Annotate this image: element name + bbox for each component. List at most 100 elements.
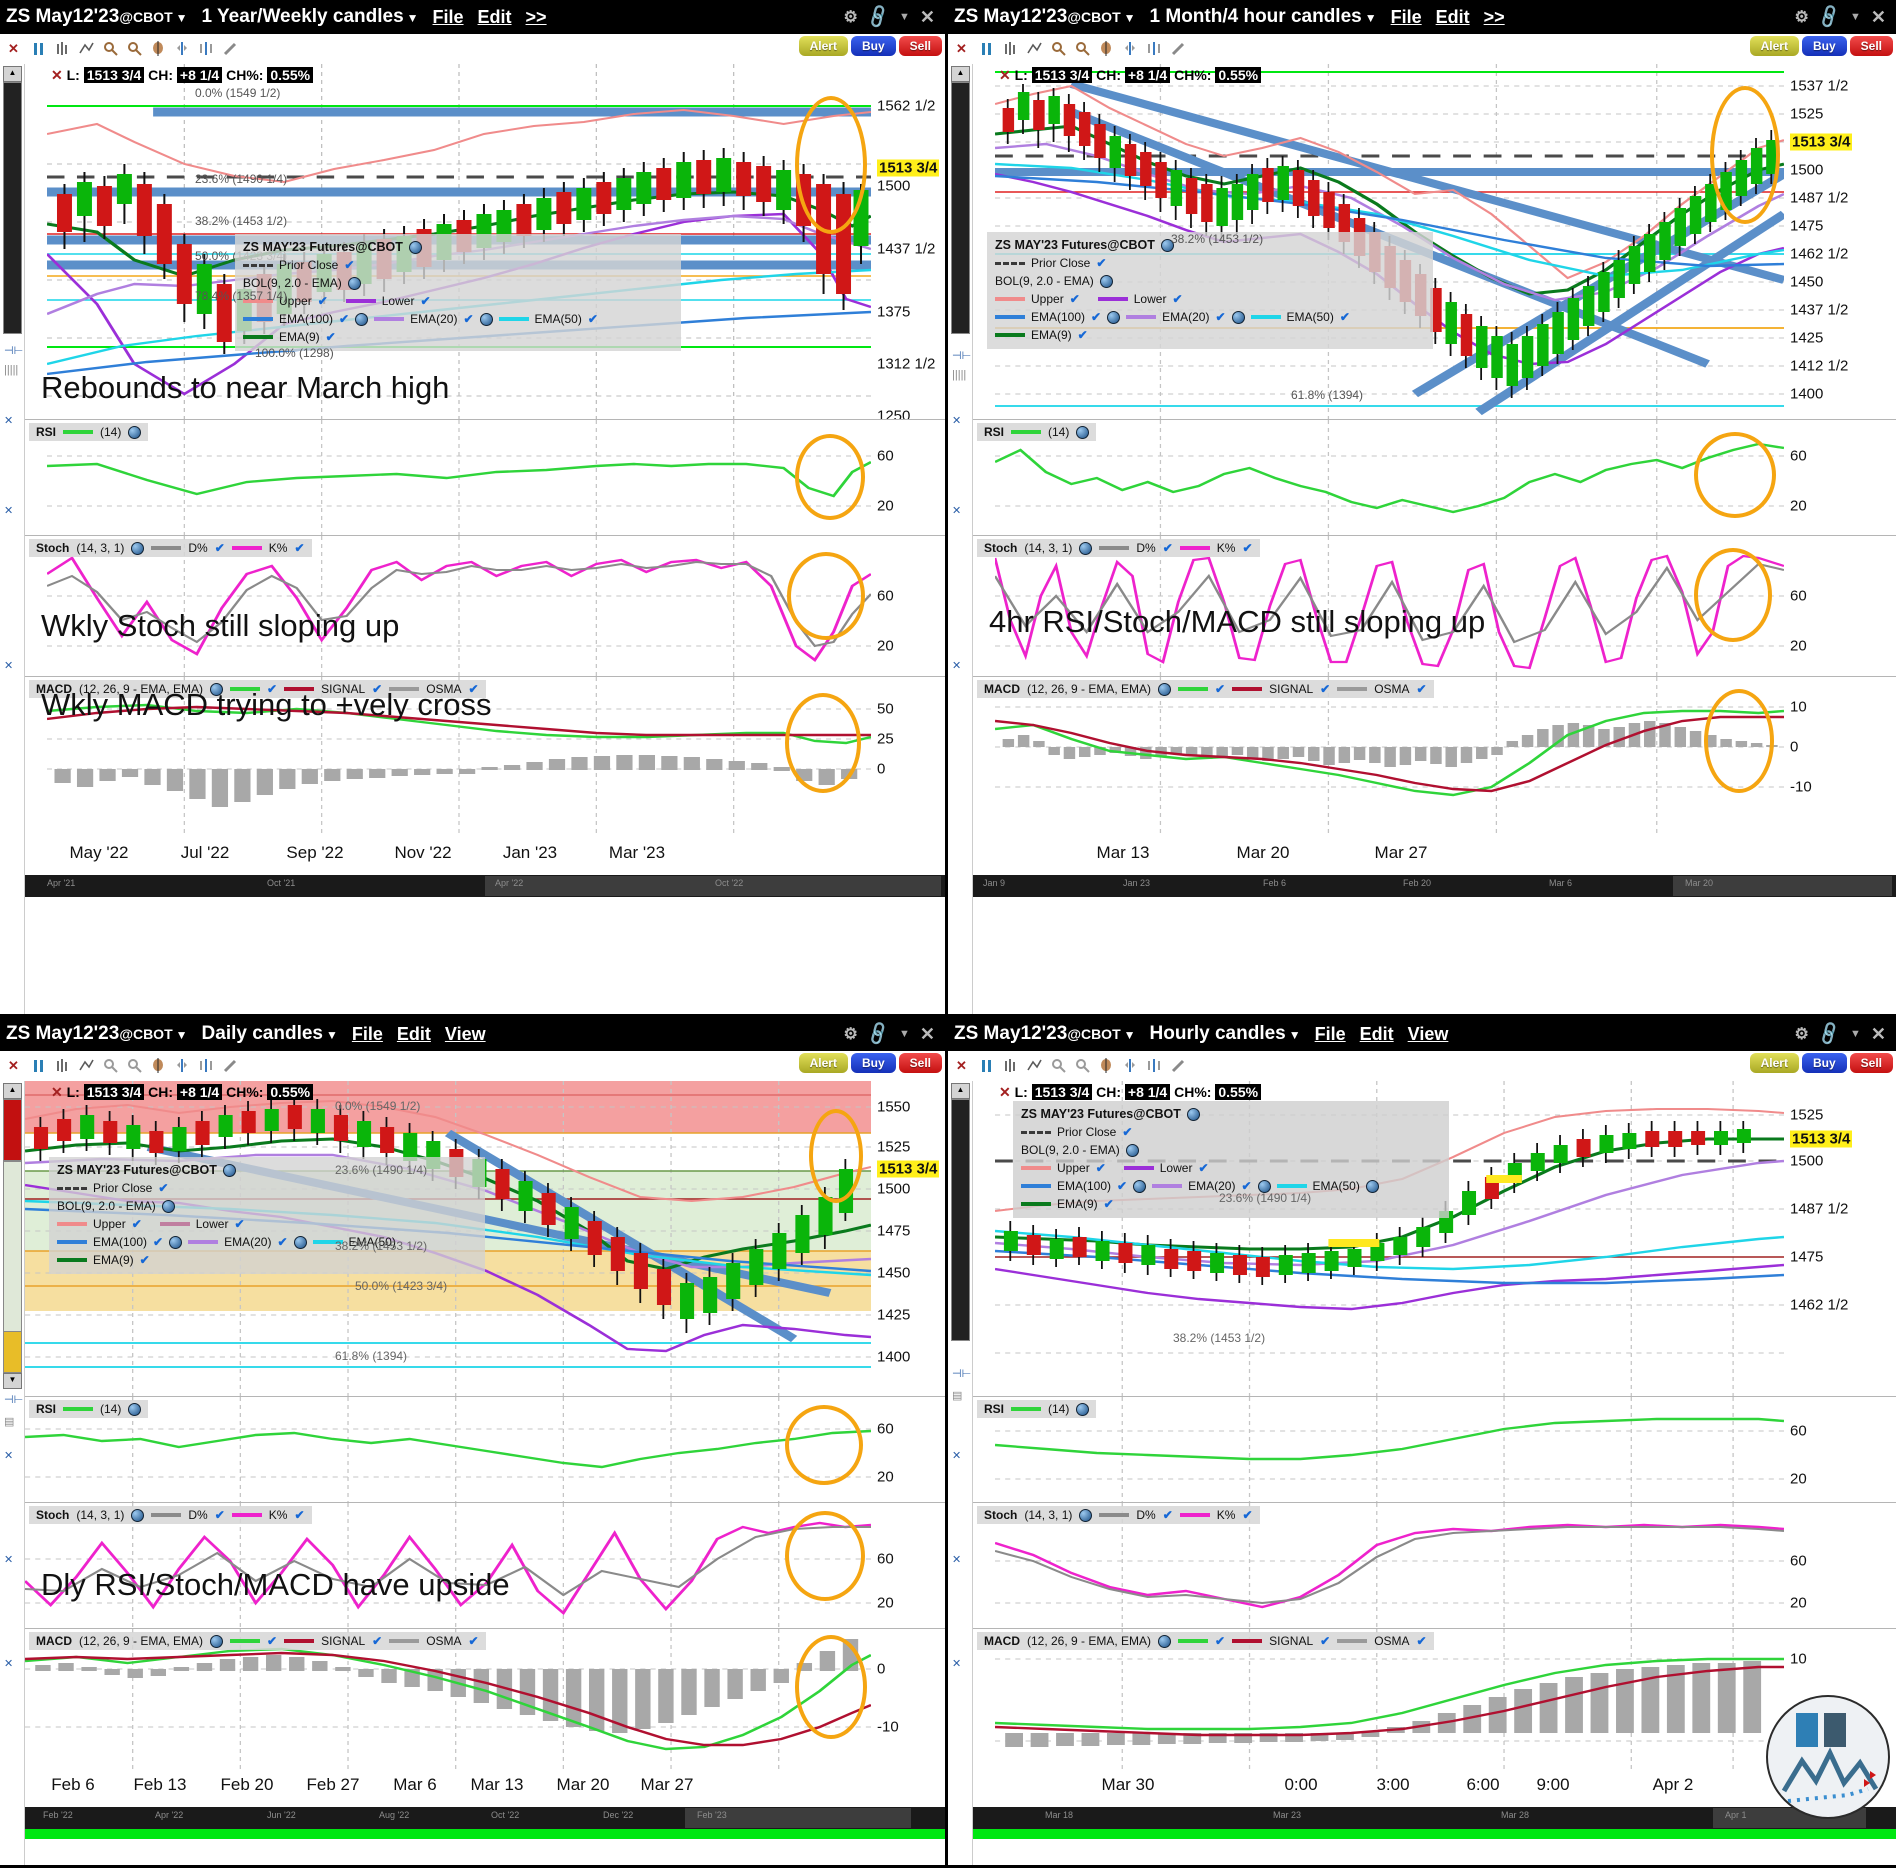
close-icon[interactable]: ✕: [999, 67, 1011, 83]
vertical-scroll-thumb[interactable]: [951, 82, 970, 334]
menu-edit[interactable]: Edit: [1359, 1023, 1394, 1044]
link-icon[interactable]: 🔗: [864, 3, 893, 31]
delete-icon[interactable]: ✕: [4, 1554, 14, 1566]
pencil-icon[interactable]: [1171, 1058, 1186, 1074]
price-legend[interactable]: ZS MAY'23 Futures@CBOT Prior Close ✔ BOL…: [49, 1157, 485, 1274]
scroll-up-button[interactable]: ▲: [951, 66, 970, 82]
stoch-k-checkbox[interactable]: ✔: [1242, 1508, 1253, 1522]
alert-button[interactable]: Alert: [1749, 36, 1799, 56]
settings-globe-icon[interactable]: [161, 1199, 175, 1213]
ema50-checkbox[interactable]: ✔: [1339, 310, 1350, 324]
crosshair-icon[interactable]: [1099, 1058, 1114, 1074]
candles-icon[interactable]: [55, 41, 70, 57]
settings-globe-icon[interactable]: [1133, 1179, 1147, 1193]
settings-globe-icon[interactable]: [1160, 238, 1174, 252]
horizontal-scrollbar[interactable]: Mar 18 Mar 23 Mar 28 Apr 1: [973, 1807, 1896, 1829]
stoch-plot[interactable]: [995, 1503, 1784, 1628]
price-y-axis[interactable]: 1550 1525 1513 3/4 1500 1475 1450 1425 1…: [871, 1081, 945, 1396]
scroll-down-button[interactable]: ▼: [3, 1373, 22, 1389]
close-tool-icon[interactable]: ✕: [955, 1058, 970, 1074]
line-tool-icon[interactable]: [79, 41, 94, 57]
settings-globe-icon[interactable]: [347, 276, 361, 290]
ema100-checkbox[interactable]: ✔: [1091, 310, 1102, 324]
chevron-down-icon[interactable]: ▼: [1850, 11, 1861, 23]
zoom-in-icon[interactable]: [1051, 1058, 1066, 1074]
menu-edit[interactable]: Edit: [477, 6, 512, 27]
candles-icon[interactable]: [55, 1058, 70, 1074]
sell-button[interactable]: Sell: [898, 1053, 942, 1073]
settings-globe-icon[interactable]: [128, 1402, 142, 1416]
ema9-checkbox[interactable]: ✔: [325, 330, 336, 344]
rsi-header[interactable]: RSI (14): [977, 423, 1097, 441]
chevron-down-icon[interactable]: ▼: [899, 1028, 910, 1040]
price-y-axis[interactable]: 1537 1/2 1525 1513 3/4 1500 1487 1/2 147…: [1784, 64, 1896, 419]
ema20-checkbox[interactable]: ✔: [277, 1235, 288, 1249]
settings-globe-icon[interactable]: [1099, 274, 1113, 288]
price-y-axis[interactable]: 1525 1513 3/4 1500 1487 1/2 1475 1462 1/…: [1784, 1081, 1896, 1396]
ema9-checkbox[interactable]: ✔: [1103, 1197, 1114, 1211]
close-icon[interactable]: ✕: [919, 6, 935, 27]
stoch-header[interactable]: Stoch (14, 3, 1) D% ✔ K% ✔: [29, 1506, 312, 1524]
timeframe-selector[interactable]: Hourly candles ▼: [1150, 1023, 1301, 1045]
candles-icon[interactable]: [1003, 1058, 1018, 1074]
stoch-subchart[interactable]: Stoch (14, 3, 1) D% ✔ K% ✔: [973, 1503, 1896, 1629]
settings-globe-icon[interactable]: [355, 312, 369, 326]
menu-edit[interactable]: Edit: [1435, 6, 1470, 27]
crosshair-icon[interactable]: [1099, 41, 1114, 57]
line-tool-icon[interactable]: [1027, 41, 1042, 57]
zoom-in-icon[interactable]: [103, 1058, 118, 1074]
crosshair-icon[interactable]: [151, 41, 166, 57]
scroll-up-button[interactable]: ▲: [3, 1083, 22, 1099]
expand-h-icon[interactable]: [1123, 41, 1138, 57]
horizontal-scrollbar[interactable]: Jan 9 Jan 23 Feb 6 Feb 20 Mar 6 Mar 20: [973, 875, 1896, 897]
crosshair-icon[interactable]: [151, 1058, 166, 1074]
pencil-icon[interactable]: [223, 1058, 238, 1074]
upper-checkbox[interactable]: ✔: [1095, 1161, 1106, 1175]
rsi-subchart[interactable]: RSI (14) 60: [25, 1397, 945, 1503]
link-icon[interactable]: 🔗: [864, 1020, 893, 1048]
rsi-subchart[interactable]: RSI (14) 60 20: [973, 1397, 1896, 1503]
stoch-plot[interactable]: [25, 1503, 871, 1628]
menu-file[interactable]: File: [1314, 1023, 1346, 1044]
vertical-scroll-thumb[interactable]: [3, 1099, 22, 1161]
stoch-d-checkbox[interactable]: ✔: [1162, 1508, 1173, 1522]
gear-icon[interactable]: ⚙: [843, 1026, 858, 1043]
stoch-k-checkbox[interactable]: ✔: [1242, 541, 1253, 555]
vertical-scroll-thumb[interactable]: [951, 1099, 970, 1341]
signal-checkbox[interactable]: ✔: [372, 1634, 383, 1648]
scroll-up-button[interactable]: ▲: [3, 66, 22, 82]
expand-h-icon[interactable]: [175, 1058, 190, 1074]
osma-checkbox[interactable]: ✔: [1416, 682, 1427, 696]
prior-close-checkbox[interactable]: ✔: [344, 258, 355, 272]
stoch-header[interactable]: Stoch (14, 3, 1) D% ✔ K% ✔: [29, 539, 312, 557]
collapse-h-icon[interactable]: [1147, 1058, 1162, 1074]
settings-globe-icon[interactable]: [1365, 1179, 1379, 1193]
pencil-icon[interactable]: [1171, 41, 1186, 57]
close-tool-icon[interactable]: ✕: [7, 41, 22, 57]
rsi-subchart[interactable]: RSI (14) 60: [973, 420, 1896, 536]
close-icon[interactable]: ✕: [51, 1084, 63, 1100]
macd-subchart[interactable]: MACD (12, 26, 9 - EMA, EMA) ✔ SIGNAL ✔ O…: [973, 677, 1896, 837]
prior-close-checkbox[interactable]: ✔: [1096, 256, 1107, 270]
ema100-checkbox[interactable]: ✔: [339, 312, 350, 326]
link-icon[interactable]: 🔗: [1815, 1020, 1844, 1048]
expand-h-icon[interactable]: [1123, 1058, 1138, 1074]
close-tool-icon[interactable]: ✕: [7, 1058, 22, 1074]
horizontal-scrollbar[interactable]: Feb '22 Apr '22 Jun '22 Aug '22 Oct '22 …: [25, 1807, 945, 1829]
stoch-subchart[interactable]: Stoch (14, 3, 1) D% ✔ K% ✔: [25, 536, 945, 677]
sell-button[interactable]: Sell: [898, 36, 942, 56]
macd-subchart[interactable]: MACD (12, 26, 9 - EMA, EMA) ✔ SIGNAL ✔ O…: [25, 1629, 945, 1769]
collapse-h-icon[interactable]: [1147, 41, 1162, 57]
delete-icon[interactable]: ✕: [4, 505, 14, 517]
osma-checkbox[interactable]: ✔: [468, 682, 479, 696]
macd-header[interactable]: MACD (12, 26, 9 - EMA, EMA) ✔ SIGNAL ✔ O…: [29, 1632, 486, 1650]
crosshair-tool-icon[interactable]: ⊣⊢: [952, 1368, 972, 1380]
timeframe-selector[interactable]: Daily candles ▼: [202, 1023, 338, 1045]
menu-file[interactable]: File: [351, 1023, 383, 1044]
close-icon[interactable]: ✕: [1870, 1023, 1886, 1044]
close-tool-icon[interactable]: ✕: [955, 41, 970, 57]
zoom-out-icon[interactable]: [1075, 1058, 1090, 1074]
symbol-selector[interactable]: ZS May12'23@CBOT ▼: [6, 1023, 188, 1045]
settings-globe-icon[interactable]: [408, 240, 422, 254]
rsi-header[interactable]: RSI (14): [29, 423, 149, 441]
